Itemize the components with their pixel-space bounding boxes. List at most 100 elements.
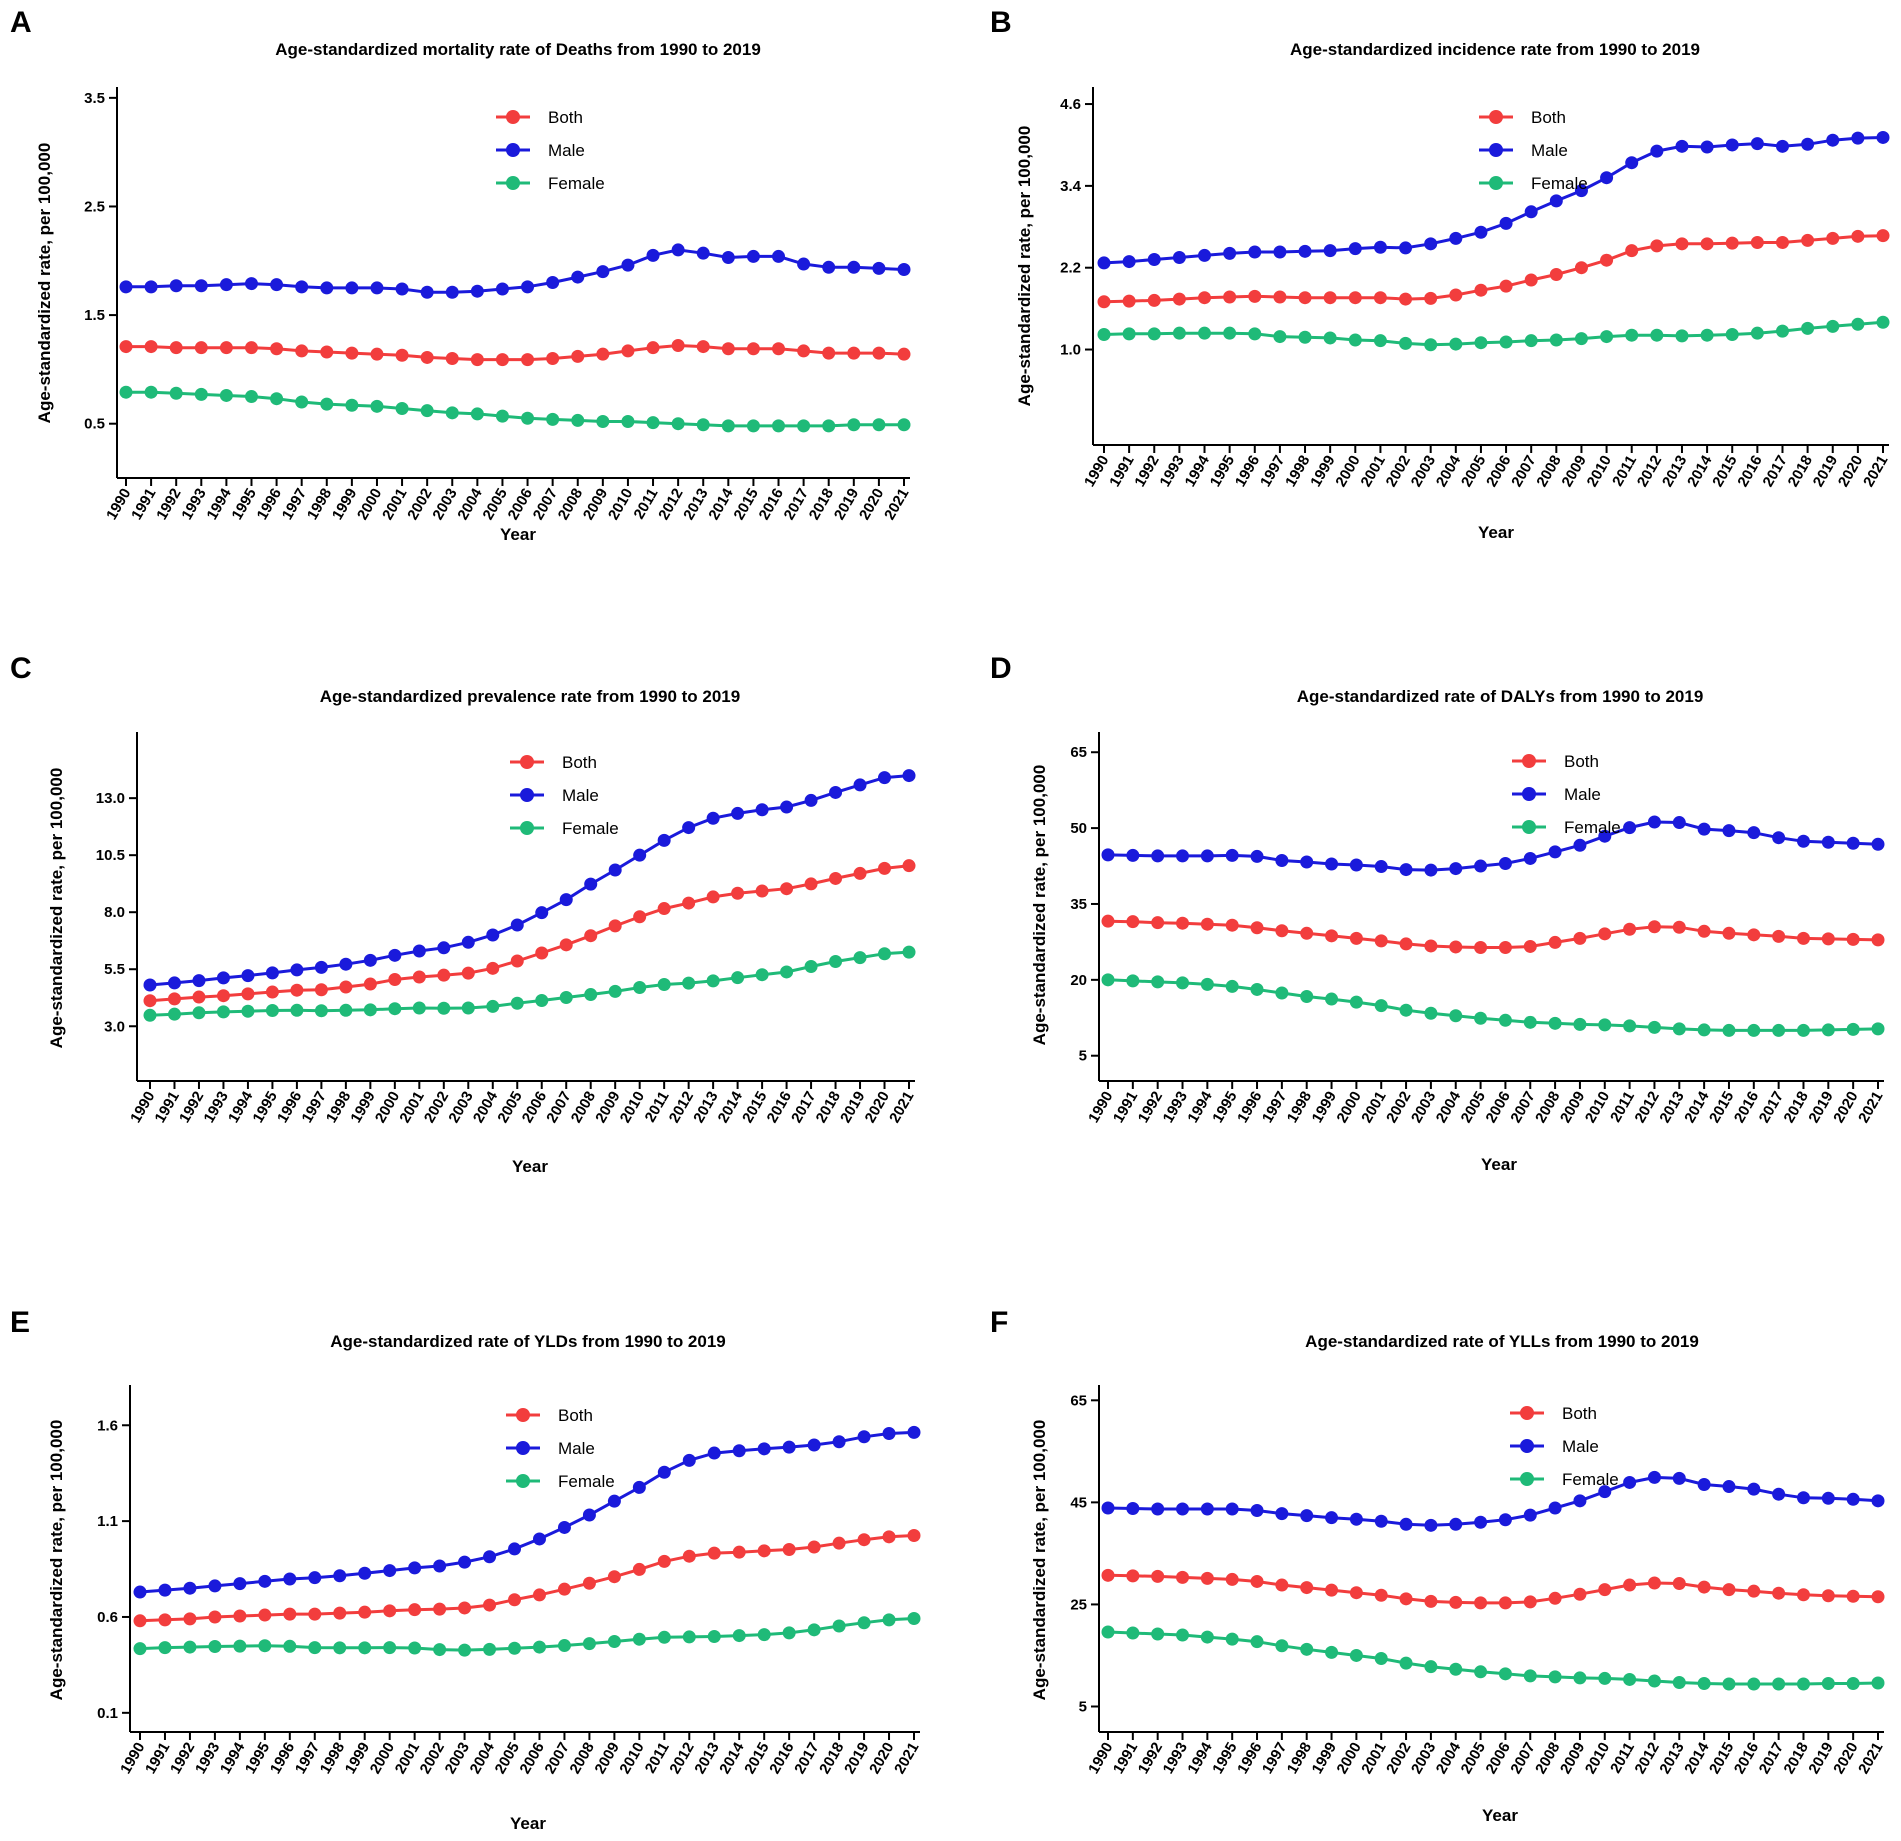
x-tick-label: 1995	[249, 1089, 280, 1126]
data-point-male	[1697, 1478, 1711, 1492]
data-point-both	[607, 1570, 621, 1584]
data-point-female	[458, 1643, 472, 1657]
data-point-both	[902, 859, 916, 873]
x-tick-label: 1990	[1081, 453, 1112, 490]
data-point-both	[1598, 927, 1612, 941]
data-point-both	[757, 1544, 771, 1558]
data-point-both	[1374, 1588, 1388, 1602]
x-tick-label: 1994	[1184, 1088, 1216, 1126]
data-point-male	[1300, 1509, 1314, 1523]
data-point-female	[169, 386, 183, 400]
data-point-both	[486, 961, 500, 975]
data-point-male	[244, 277, 258, 291]
x-tick-label: 2002	[1383, 1740, 1414, 1777]
data-point-female	[646, 416, 660, 430]
data-point-male	[1625, 156, 1639, 170]
legend-label-female: Female	[548, 174, 605, 193]
x-tick-label: 2016	[1731, 1740, 1762, 1777]
data-point-both	[1323, 291, 1337, 305]
data-point-both	[1498, 940, 1512, 954]
x-tick-label: 1994	[203, 485, 235, 523]
x-tick-label: 2015	[741, 1740, 772, 1777]
data-point-both	[1600, 253, 1614, 267]
data-point-female	[1424, 1660, 1438, 1674]
data-point-both	[1750, 235, 1764, 249]
data-point-male	[167, 976, 181, 990]
data-point-female	[1449, 1009, 1463, 1023]
data-point-male	[902, 769, 916, 783]
x-axis-label: Year	[1482, 1806, 1518, 1825]
data-point-female	[782, 1626, 796, 1640]
x-tick-label: 2020	[1830, 1089, 1861, 1126]
data-point-female	[857, 1616, 871, 1630]
data-point-male	[1298, 244, 1312, 258]
legend-label-female: Female	[1562, 1470, 1619, 1489]
x-tick-label: 2000	[372, 1089, 403, 1126]
x-tick-label: 2006	[519, 1089, 550, 1126]
data-point-both	[1846, 932, 1860, 946]
data-point-male	[1846, 836, 1860, 850]
x-tick-label: 2001	[379, 486, 410, 523]
data-point-female	[461, 1001, 475, 1015]
x-tick-label: 1992	[1135, 1740, 1166, 1777]
data-point-female	[265, 1004, 279, 1018]
data-point-both	[169, 341, 183, 355]
data-point-female	[608, 984, 622, 998]
x-tick-label: 1995	[1209, 1740, 1240, 1777]
data-point-female	[208, 1639, 222, 1653]
data-point-male	[535, 906, 549, 920]
y-tick-label: 2.2	[1060, 260, 1081, 277]
data-point-female	[902, 945, 916, 959]
x-tick-label: 2003	[429, 486, 460, 523]
data-point-male	[872, 261, 886, 275]
legend-label-female: Female	[1564, 818, 1621, 837]
data-point-female	[1697, 1677, 1711, 1691]
data-point-both	[1349, 931, 1363, 945]
data-point-male	[1523, 851, 1537, 865]
data-point-male	[797, 257, 811, 271]
data-point-female	[1523, 1669, 1537, 1683]
x-tick-label: 2020	[856, 486, 887, 523]
data-point-both	[1198, 291, 1212, 305]
x-tick-label: 1997	[1259, 1740, 1290, 1777]
panel-F: F Age-standardized rate of YLLs from 1990…	[990, 1306, 1886, 1825]
x-tick-label: 1999	[1309, 1089, 1340, 1126]
data-point-male	[1747, 826, 1761, 840]
x-tick-label: 2006	[1482, 1740, 1513, 1777]
data-point-both	[167, 992, 181, 1006]
data-point-male	[1524, 205, 1538, 219]
data-point-female	[1871, 1022, 1885, 1036]
x-axis-label: Year	[1481, 1155, 1517, 1174]
x-tick-label: 2011	[631, 486, 662, 523]
data-point-both	[295, 344, 309, 358]
chart-title: Age-standardized prevalence rate from 19…	[320, 687, 740, 706]
data-point-male	[1523, 1508, 1537, 1522]
x-tick-label: 1994	[1182, 452, 1214, 490]
data-point-both	[1248, 289, 1262, 303]
y-tick-label: 5	[1079, 1048, 1087, 1065]
data-point-male	[420, 285, 434, 299]
data-point-male	[233, 1577, 247, 1591]
data-point-female	[621, 415, 635, 429]
data-point-female	[314, 1004, 328, 1018]
series-line-both	[1107, 919, 1879, 949]
data-point-both	[782, 1542, 796, 1556]
x-tick-label: 1994	[1184, 1739, 1216, 1777]
data-point-both	[546, 352, 560, 366]
x-tick-label: 2008	[1532, 1740, 1563, 1777]
data-point-female	[158, 1641, 172, 1655]
data-point-male	[1373, 240, 1387, 254]
series-line-male	[126, 248, 905, 294]
y-tick-label: 0.5	[84, 416, 105, 433]
data-point-both	[882, 1530, 896, 1544]
data-point-both	[746, 342, 760, 356]
data-point-male	[1200, 1502, 1214, 1516]
data-point-female	[1826, 319, 1840, 333]
data-point-male	[1876, 130, 1890, 144]
x-tick-label: 2002	[417, 1740, 448, 1777]
data-point-both	[1101, 914, 1115, 928]
data-point-both	[878, 861, 892, 875]
data-point-male	[584, 877, 598, 891]
data-point-both	[671, 338, 685, 352]
x-tick-label: 2019	[837, 1089, 868, 1126]
